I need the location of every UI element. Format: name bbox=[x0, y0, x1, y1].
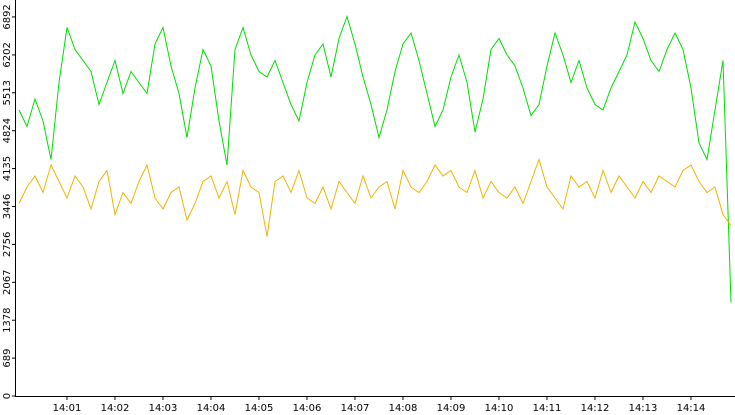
series-line bbox=[18, 14, 732, 303]
y-tick-label: 689 bbox=[2, 349, 13, 368]
x-tick-label: 14:07 bbox=[341, 403, 370, 414]
y-tick-label: 0 bbox=[2, 393, 13, 399]
x-tick-label: 14:06 bbox=[293, 403, 322, 414]
y-tick-label: 4135 bbox=[2, 156, 13, 181]
x-tick-label: 14:02 bbox=[101, 403, 130, 414]
x-tick-label: 14:11 bbox=[533, 403, 562, 414]
x-tick-label: 14:13 bbox=[629, 403, 658, 414]
y-tick-label: 2756 bbox=[2, 232, 13, 257]
y-tick-label: 6892 bbox=[2, 4, 13, 29]
y-tick-label: 6202 bbox=[2, 42, 13, 67]
x-tick-label: 14:08 bbox=[389, 403, 418, 414]
x-tick-label: 14:04 bbox=[197, 403, 226, 414]
x-tick-label: 14:01 bbox=[53, 403, 82, 414]
y-tick-label: 1378 bbox=[2, 307, 13, 332]
x-tick-label: 14:10 bbox=[485, 403, 514, 414]
series-line bbox=[18, 157, 732, 237]
x-tick-label: 14:12 bbox=[581, 403, 610, 414]
y-tick-label: 5513 bbox=[2, 80, 13, 105]
x-tick-label: 14:05 bbox=[245, 403, 274, 414]
x-tick-label: 14:14 bbox=[677, 403, 706, 414]
x-tick-label: 14:09 bbox=[437, 403, 466, 414]
y-tick-label: 3446 bbox=[2, 194, 13, 219]
y-tick-label: 4824 bbox=[2, 118, 13, 143]
y-tick-label: 2067 bbox=[2, 270, 13, 295]
x-tick-label: 14:03 bbox=[149, 403, 178, 414]
